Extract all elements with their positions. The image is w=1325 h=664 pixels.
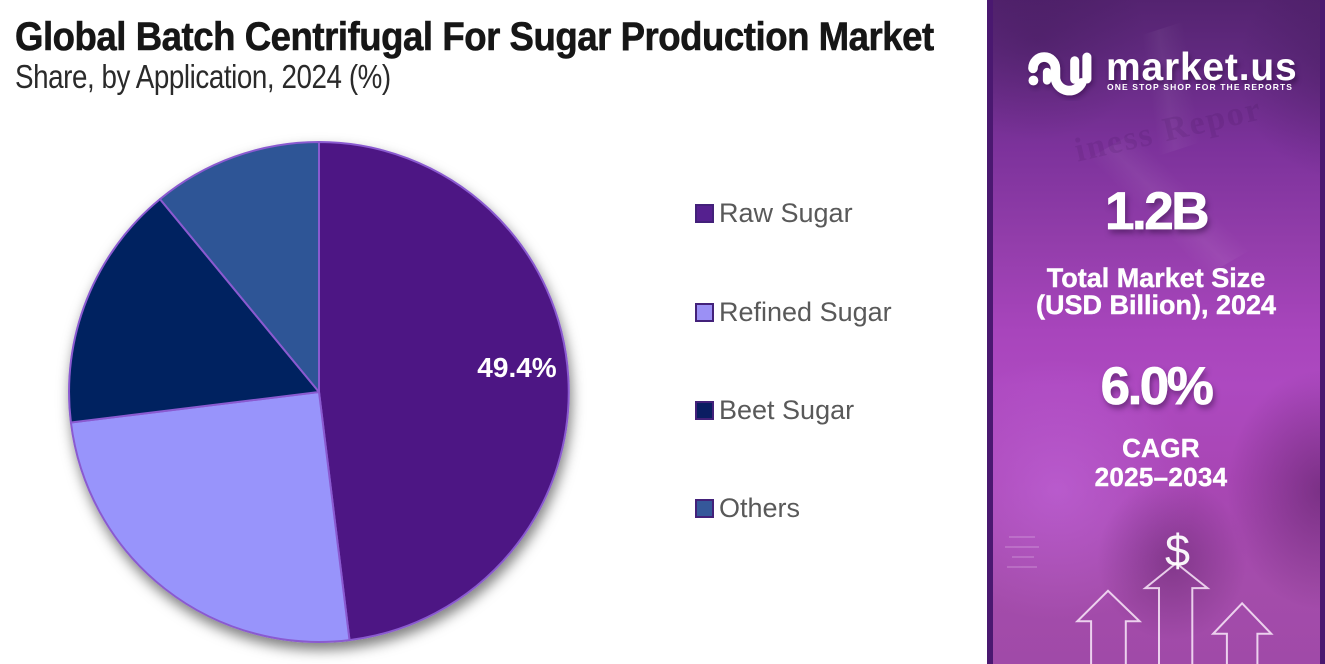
svg-text:$: $ [1165,525,1190,576]
